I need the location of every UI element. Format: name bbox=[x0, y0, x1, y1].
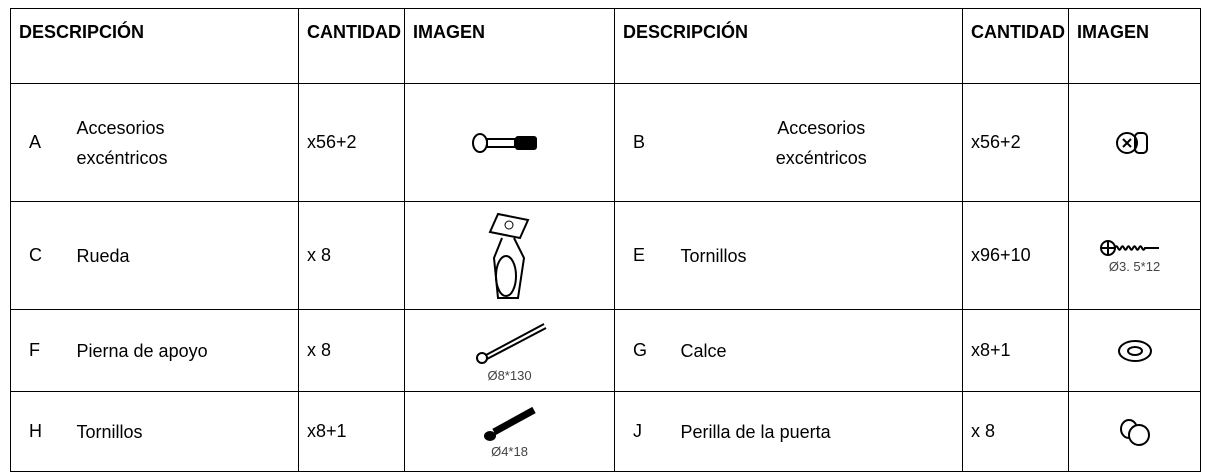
caption: Ø4*18 bbox=[491, 444, 528, 459]
quantity: x 8 bbox=[298, 201, 406, 310]
id: G bbox=[614, 309, 675, 392]
row: H Tornillos x8+1 Ø4*18 J Perilla de la p… bbox=[10, 391, 1202, 472]
caption: Ø8*130 bbox=[487, 368, 532, 383]
image bbox=[1068, 391, 1202, 472]
icon bbox=[1099, 240, 1159, 256]
id: A bbox=[10, 83, 71, 202]
icon bbox=[1119, 418, 1150, 446]
header-cell: IMAGEN bbox=[404, 8, 616, 84]
quantity: x56+2 bbox=[298, 83, 406, 202]
id: C bbox=[10, 201, 71, 310]
row: C Rueda x 8 E Tornillos x96+10 Ø3. 5*12 bbox=[10, 201, 1202, 310]
parts-table: DESCRIPCIÓN CANTIDAD IMAGEN DESCRIPCIÓN … bbox=[9, 8, 1202, 472]
header-row: DESCRIPCIÓN CANTIDAD IMAGEN DESCRIPCIÓN … bbox=[9, 8, 1202, 84]
image bbox=[404, 83, 616, 202]
header-cell: DESCRIPCIÓN bbox=[614, 8, 964, 84]
icon bbox=[1115, 131, 1148, 154]
description: Calce bbox=[674, 309, 964, 392]
text: Accesorios excéntricos bbox=[76, 117, 168, 168]
id: J bbox=[614, 391, 675, 472]
image: Ø8*130 bbox=[404, 309, 616, 392]
description: Tornillos bbox=[674, 201, 964, 310]
icon bbox=[483, 406, 536, 441]
description: Pierna de apoyo bbox=[70, 309, 300, 392]
icon bbox=[488, 212, 529, 299]
id: E bbox=[614, 201, 675, 310]
description: Rueda bbox=[70, 201, 300, 310]
image bbox=[1068, 83, 1202, 202]
image: Ø4*18 bbox=[404, 391, 616, 472]
icon bbox=[471, 132, 537, 153]
description: Perilla de la puerta bbox=[674, 391, 964, 472]
header-cell: IMAGEN bbox=[1068, 8, 1202, 84]
quantity: x8+1 bbox=[298, 391, 406, 472]
quantity: x56+2 bbox=[962, 83, 1070, 202]
icon bbox=[475, 323, 546, 364]
id: B bbox=[614, 83, 675, 202]
description: Accesorios excéntricos bbox=[674, 83, 964, 202]
icon bbox=[1117, 339, 1152, 362]
quantity: x 8 bbox=[962, 391, 1070, 472]
image: Ø3. 5*12 bbox=[1068, 201, 1202, 310]
description: Accesorios excéntricos bbox=[70, 83, 300, 202]
row: F Pierna de apoyo x 8 Ø8*130 G Calce x8+… bbox=[10, 309, 1202, 392]
row: A Accesorios excéntricos x56+2 B Accesor… bbox=[10, 83, 1202, 202]
text: Accesorios excéntricos bbox=[775, 117, 867, 168]
caption: Ø3. 5*12 bbox=[1108, 259, 1161, 274]
quantity: x 8 bbox=[298, 309, 406, 392]
header-cell: CANTIDAD bbox=[962, 8, 1070, 84]
image bbox=[1068, 309, 1202, 392]
quantity: x96+10 bbox=[962, 201, 1070, 310]
header-cell: DESCRIPCIÓN bbox=[9, 8, 300, 84]
quantity: x8+1 bbox=[962, 309, 1070, 392]
description: Tornillos bbox=[70, 391, 300, 472]
id: F bbox=[10, 309, 71, 392]
id: H bbox=[10, 391, 71, 472]
header-cell: CANTIDAD bbox=[298, 8, 406, 84]
image bbox=[404, 201, 616, 310]
